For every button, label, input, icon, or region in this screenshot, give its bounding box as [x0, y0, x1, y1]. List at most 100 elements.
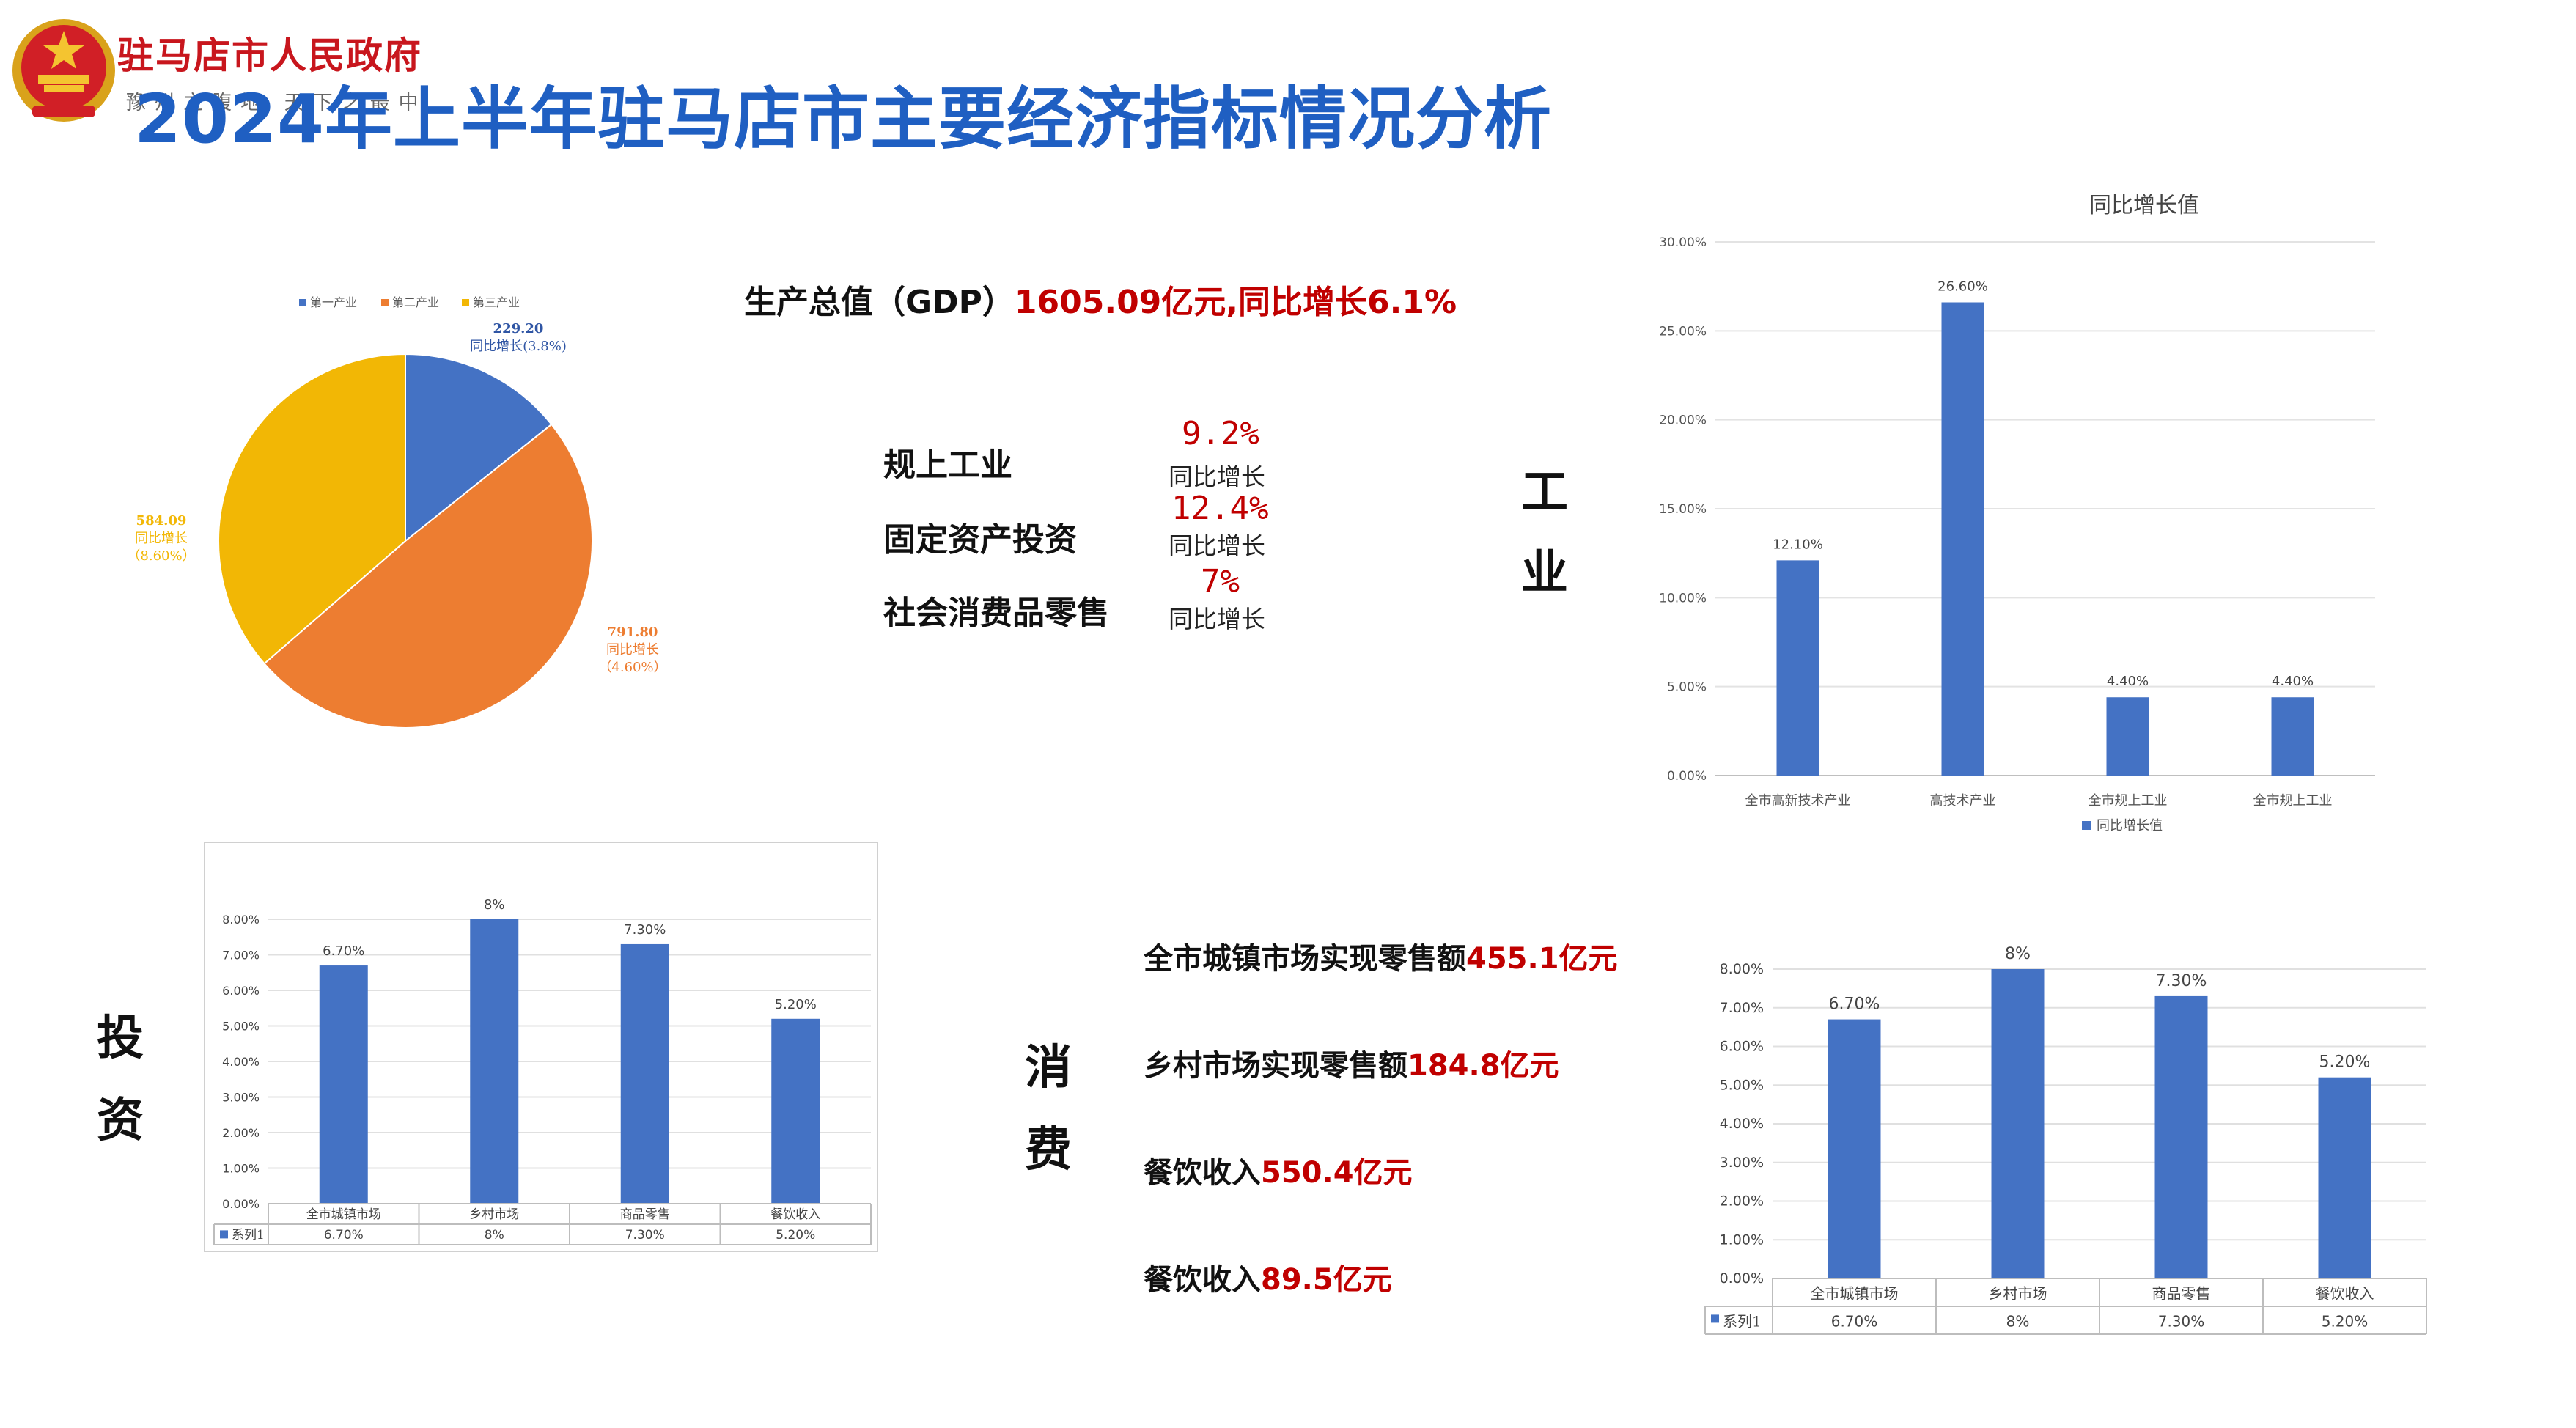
gdp-label: 生产总值（GDP） — [744, 284, 1015, 321]
consumption-line-rural-value: 184.8亿元 — [1407, 1049, 1559, 1083]
consumption-x-label-2: 乡村市场 — [1989, 1284, 2047, 1302]
investment-bar-3 — [620, 943, 669, 1204]
consumption-y-tick-3: 2.00% — [1720, 1193, 1764, 1210]
investment-series-label: 系列1 — [232, 1228, 265, 1243]
investment-y-tick-7: 6.00% — [222, 984, 260, 998]
pie-legend-label-2: 第二产业 — [392, 295, 439, 309]
industry-legend-label: 同比增长值 — [2097, 818, 2163, 833]
investment-bar-1 — [319, 965, 368, 1204]
consumption-y-tick-7: 6.00% — [1720, 1039, 1764, 1055]
section-industry-char-1: 工 — [1521, 465, 1568, 520]
consumption-x-label-4: 餐饮收入 — [2316, 1284, 2374, 1302]
pie-data-label-2-line-3: （4.60%） — [598, 660, 666, 675]
industry-bar-3 — [2106, 697, 2149, 776]
indicator-sub-industry: 同比增长 — [1169, 463, 1265, 491]
investment-x-label-2: 乡村市场 — [469, 1207, 519, 1222]
pie-legend-label-3: 第三产业 — [473, 295, 520, 309]
investment-table-value-3: 7.30% — [625, 1228, 665, 1243]
consumption-data-label-4: 5.20% — [2319, 1053, 2371, 1072]
industry-y-tick-3: 10.00% — [1659, 591, 1707, 606]
investment-y-tick-6: 5.00% — [222, 1020, 260, 1034]
indicator-label-consumption: 社会消费品零售 — [883, 595, 1109, 632]
pie-slice-2 — [263, 423, 594, 729]
consumption-table-value-4: 5.20% — [2322, 1312, 2369, 1330]
consumption-line-urban-label: 全市城镇市场实现零售额 — [1144, 942, 1466, 976]
indicator-value-investment: 12.4% — [1171, 490, 1269, 527]
consumption-data-label-3: 7.30% — [2156, 972, 2207, 990]
consumption-series-label: 系列1 — [1723, 1312, 1762, 1330]
industry-chart-title: 同比增长值 — [2089, 193, 2199, 218]
industry-y-tick-6: 25.00% — [1659, 324, 1707, 339]
investment-x-label-3: 商品零售 — [620, 1207, 670, 1222]
pie-legend-swatch-3 — [462, 299, 469, 306]
indicator-sub-consumption: 同比增长 — [1169, 605, 1265, 633]
consumption-y-tick-5: 4.00% — [1720, 1116, 1764, 1132]
investment-y-tick-4: 3.00% — [222, 1091, 260, 1105]
consumption-y-tick-4: 3.00% — [1720, 1155, 1764, 1171]
consumption-y-tick-8: 7.00% — [1720, 1000, 1764, 1016]
investment-y-tick-2: 1.00% — [222, 1162, 260, 1176]
investment-y-tick-8: 7.00% — [222, 949, 260, 963]
consumption-chart: 0.00% 1.00% 2.00% 3.00% 4.00% 5.00% 6.00% 7.00%… — [1704, 945, 2427, 1335]
investment-bar-4 — [771, 1018, 820, 1204]
section-industry-char-2: 业 — [1521, 546, 1568, 600]
pie-legend-swatch-1 — [299, 299, 306, 306]
industry-y-tick-4: 15.00% — [1659, 502, 1707, 517]
industry-x-label-3: 全市规上工业 — [2089, 793, 2168, 809]
consumption-line-catering-2: 餐饮收入89.5亿元 — [1144, 1256, 1392, 1298]
consumption-y-tick-2: 1.00% — [1720, 1232, 1764, 1248]
consumption-x-label-3: 商品零售 — [2152, 1284, 2211, 1302]
consumption-line-urban: 全市城镇市场实现零售额455.1亿元 — [1144, 935, 1618, 977]
investment-data-label-4: 5.20% — [775, 997, 817, 1012]
section-consumption-char-2: 费 — [1025, 1123, 1072, 1177]
investment-y-tick-3: 2.00% — [222, 1126, 260, 1140]
investment-x-label-4: 餐饮收入 — [770, 1207, 820, 1222]
industry-x-label-1: 全市高新技术产业 — [1745, 793, 1851, 809]
industry-data-label-4: 4.40% — [2272, 674, 2314, 689]
gdp-summary: 生产总值（GDP）1605.09亿元,同比增长6.1% — [744, 276, 1457, 323]
investment-data-label-2: 8% — [484, 897, 505, 913]
investment-table-value-2: 8% — [485, 1228, 504, 1243]
gdp-pie-chart: 第一产业 第二产业 第三产业 229.20 同比增长(3.8%) 791.80 同比增长 （4… — [127, 295, 667, 729]
consumption-y-tick-6: 5.00% — [1720, 1077, 1764, 1093]
investment-y-tick-9: 8.00% — [222, 913, 260, 927]
consumption-line-rural-label: 乡村市场实现零售额 — [1144, 1049, 1407, 1083]
section-consumption-char-1: 消 — [1025, 1041, 1072, 1095]
org-name: 驻马店市人民政府 — [117, 34, 422, 77]
consumption-y-tick-9: 8.00% — [1720, 961, 1764, 977]
pie-slice-1 — [405, 353, 553, 543]
pie-legend-swatch-2 — [381, 299, 389, 306]
investment-data-label-3: 7.30% — [624, 922, 666, 938]
consumption-data-label-2: 8% — [2005, 945, 2031, 963]
pie-data-label-3-line-2: 同比增长 — [135, 531, 188, 546]
industry-y-tick-5: 20.00% — [1659, 413, 1707, 428]
consumption-table-value-1: 6.70% — [1831, 1312, 1878, 1330]
industry-data-label-3: 4.40% — [2107, 674, 2149, 689]
investment-data-label-1: 6.70% — [323, 943, 364, 959]
pie-data-label-1-line-2: 同比增长(3.8%) — [470, 339, 567, 354]
consumption-line-catering-2-value: 89.5亿元 — [1261, 1263, 1392, 1297]
industry-y-tick-1: 0.00% — [1667, 769, 1707, 784]
consumption-bar-1 — [1828, 1019, 1881, 1278]
pie-data-label-3-line-1: 584.09 — [136, 513, 187, 529]
gdp-value: 1605.09亿元,同比增长6.1% — [1014, 284, 1457, 321]
investment-series-swatch — [220, 1230, 228, 1239]
consumption-line-rural: 乡村市场实现零售额184.8亿元 — [1144, 1042, 1559, 1084]
pie-slice-3 — [218, 353, 406, 665]
investment-x-label-1: 全市城镇市场 — [306, 1207, 381, 1222]
investment-bar-2 — [470, 919, 519, 1204]
pie-data-label-3-line-3: （8.60%） — [127, 548, 195, 564]
industry-legend-swatch — [2082, 821, 2091, 830]
industry-growth-chart: 同比增长值 0.00% 5.00% 10.00% 15.00% 20.00% 25.00% 3… — [1659, 193, 2375, 833]
consumption-bar-2 — [1991, 969, 2045, 1278]
consumption-line-urban-value: 455.1亿元 — [1466, 942, 1618, 976]
pie-data-label-2-line-1: 791.80 — [608, 625, 658, 640]
page-title: 2024年上半年驻马店市主要经济指标情况分析 — [133, 80, 1553, 158]
indicator-value-consumption: 7% — [1201, 563, 1240, 600]
industry-data-label-1: 12.10% — [1773, 537, 1823, 552]
investment-chart: 0.00% 1.00% 2.00% 3.00% 4.00% 5.00% 6.00% 7.00%… — [204, 842, 878, 1252]
industry-bar-1 — [1776, 560, 1819, 776]
industry-bar-4 — [2271, 697, 2314, 776]
pie-data-label-2-line-2: 同比增长 — [606, 642, 659, 658]
section-investment-char-2: 资 — [97, 1094, 144, 1148]
